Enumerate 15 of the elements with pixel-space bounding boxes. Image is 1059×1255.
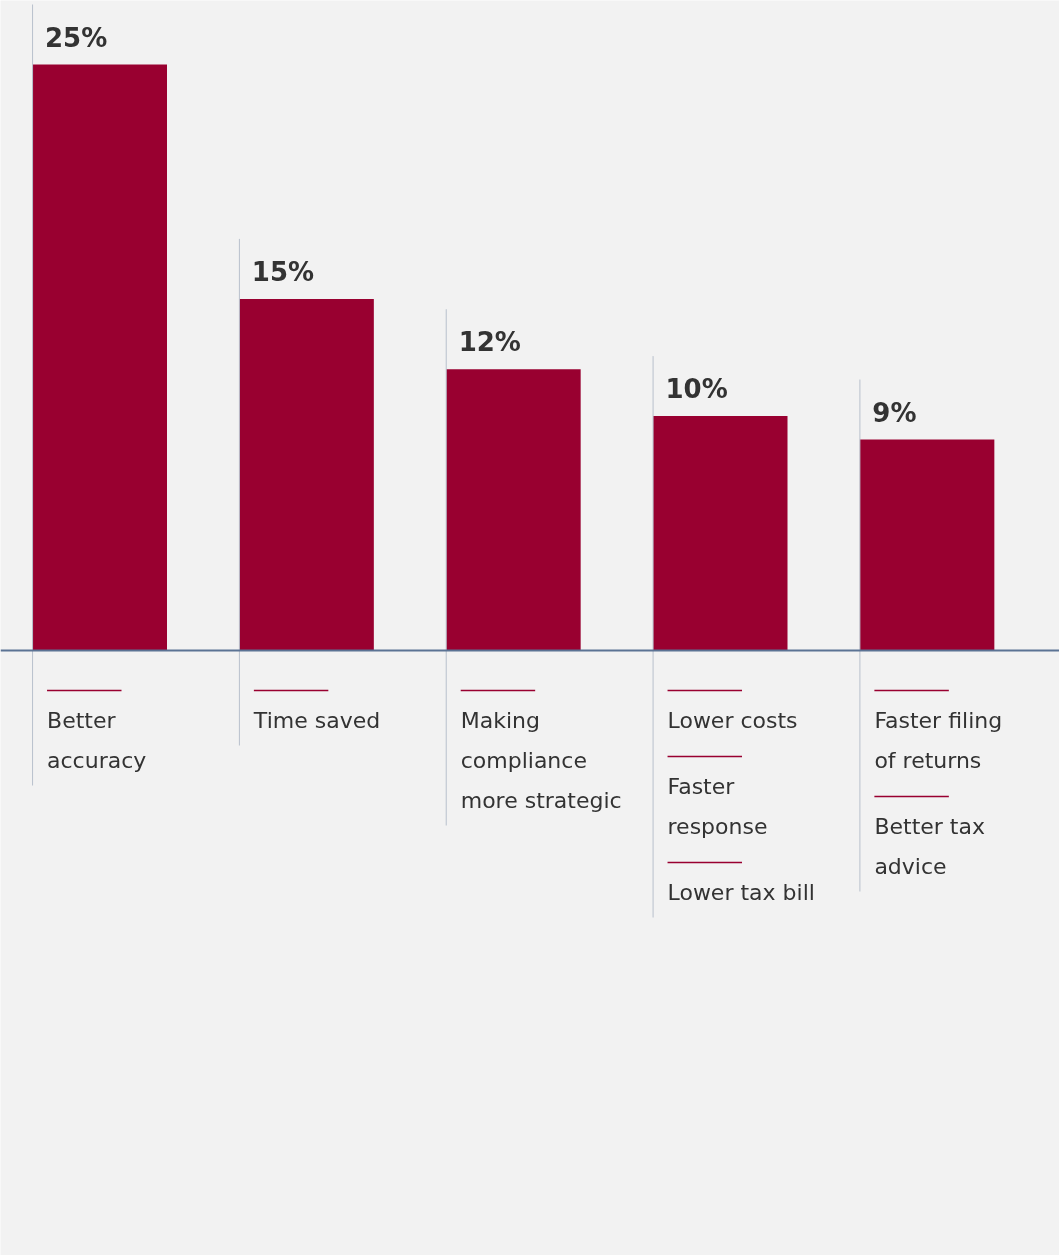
category-label: Lower costs Faster response Lower tax bill [667,708,815,905]
bar [653,416,788,651]
x-tick-label: Making compliance more strategic [460,708,622,813]
data-label: 10% [665,374,728,405]
data-label: 12% [458,327,521,358]
bar [446,369,581,651]
bar [239,298,374,651]
data-label: 25% [44,22,108,53]
category-label: Faster filing of returns Better tax advice [874,708,1003,879]
x-tick-label: Time saved [252,708,381,733]
bar [859,439,995,651]
data-label: 15% [251,256,315,287]
x-tick-label: Better accuracy [47,708,147,773]
bar [32,64,167,651]
data-label: 9% [872,397,917,428]
